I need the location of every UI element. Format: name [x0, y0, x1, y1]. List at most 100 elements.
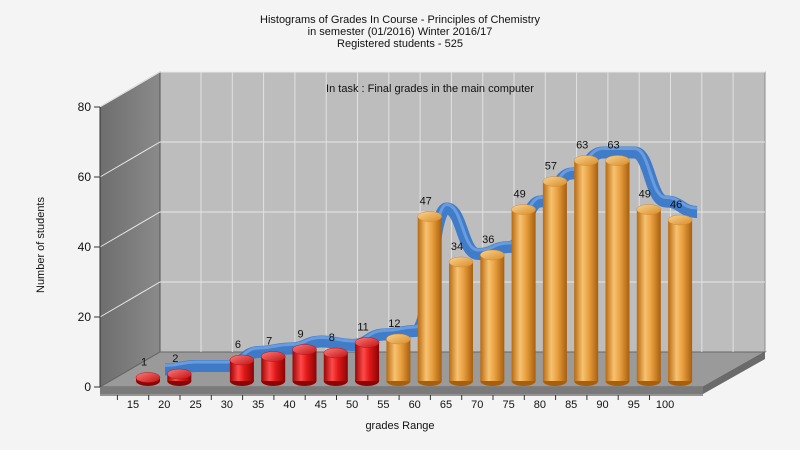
x-tick-label: 45 — [315, 399, 327, 411]
x-tick-label: 30 — [221, 399, 233, 411]
bar-body — [542, 181, 567, 381]
bar-body — [480, 255, 505, 381]
bar — [636, 204, 662, 386]
bar — [417, 211, 442, 386]
bar-top — [354, 337, 380, 348]
y-tick-label: 80 — [78, 100, 92, 114]
data-label: 11 — [357, 322, 368, 334]
bar-top — [573, 155, 599, 166]
bar-body — [229, 360, 254, 381]
bar-body — [605, 160, 630, 381]
chart-annotation: In task : Final grades in the main compu… — [326, 83, 534, 95]
data-label: 36 — [482, 234, 494, 246]
bar-body — [417, 216, 442, 381]
x-tick-label: 25 — [189, 399, 201, 411]
x-tick-label: 95 — [628, 399, 640, 411]
x-tick-label: 90 — [596, 399, 608, 411]
x-axis-title: grades Range — [365, 420, 434, 432]
floor-side-edge — [703, 352, 765, 394]
bar — [167, 368, 192, 386]
bar — [480, 249, 505, 386]
gridline — [99, 141, 765, 178]
y-tick-label: 40 — [78, 240, 92, 254]
y-tick-label: 20 — [78, 310, 92, 324]
chart-title-line-3: Registered students - 525 — [337, 38, 463, 50]
y-tick-label: 0 — [84, 380, 91, 394]
bar — [573, 155, 599, 386]
bar-top — [323, 347, 349, 359]
data-label: 34 — [451, 241, 463, 253]
x-tick-label: 40 — [283, 399, 295, 411]
bar-top — [260, 351, 286, 362]
data-label: 2 — [172, 353, 178, 365]
data-label: 8 — [329, 332, 335, 344]
data-label: 7 — [266, 336, 272, 348]
bar — [511, 204, 536, 386]
x-tick-label: 70 — [471, 399, 483, 411]
data-label: 63 — [607, 140, 619, 152]
bar — [135, 372, 161, 386]
floor-front-edge — [100, 387, 703, 394]
data-label: 63 — [576, 140, 588, 152]
bar-top — [667, 214, 693, 226]
bar-body — [511, 209, 536, 381]
y-axis: 0 20 40 60 80 — [78, 100, 101, 394]
bar — [354, 337, 380, 386]
bar-top — [167, 368, 192, 380]
bar — [448, 256, 474, 386]
data-label: 46 — [670, 199, 682, 211]
bar — [323, 347, 349, 386]
bar — [605, 155, 630, 386]
x-tick-label: 35 — [252, 399, 264, 411]
bars — [135, 155, 693, 386]
x-tick-label: 65 — [440, 399, 452, 411]
y-axis-title: Number of students — [35, 197, 47, 293]
x-tick-label: 15 — [127, 399, 139, 411]
bar — [667, 214, 693, 386]
bar — [292, 344, 317, 386]
data-label: 1 — [141, 357, 147, 369]
x-tick-label: 85 — [565, 399, 577, 411]
bar-top — [605, 155, 630, 166]
x-tick-label: 50 — [346, 399, 358, 411]
chart-title-line-1: Histograms of Grades In Course - Princip… — [260, 14, 540, 26]
chart-title-line-2: in semester (01/2016) Winter 2016/17 — [308, 26, 493, 38]
bar-top — [135, 372, 161, 383]
bar-top — [448, 256, 474, 268]
data-label: 49 — [639, 189, 651, 201]
x-tick-label: 20 — [158, 399, 170, 411]
bar — [229, 354, 255, 386]
x-tick-label: 60 — [409, 399, 421, 411]
bar-top — [229, 354, 255, 366]
x-tick-label: 55 — [377, 399, 389, 411]
x-tick-label: 100 — [656, 399, 674, 411]
bar — [542, 176, 568, 386]
data-label: 49 — [513, 189, 525, 201]
gridline — [99, 71, 765, 108]
bar — [386, 333, 411, 386]
x-tick-label: 80 — [534, 399, 546, 411]
bar-body — [355, 342, 380, 381]
data-label: 12 — [388, 318, 400, 330]
y-tick-label: 60 — [78, 170, 92, 184]
bar-body — [668, 220, 693, 381]
bar-top — [292, 344, 317, 355]
bar-body — [449, 262, 473, 381]
data-label: 57 — [545, 161, 557, 173]
bar-body — [636, 209, 661, 381]
bar-body — [574, 160, 599, 381]
data-label: 9 — [297, 329, 303, 341]
bar-top — [511, 204, 536, 215]
bar-top — [417, 211, 442, 222]
bar-top — [542, 176, 568, 187]
x-tick-label: 75 — [502, 399, 514, 411]
bar-body — [386, 339, 411, 381]
data-label: 47 — [420, 196, 432, 208]
bar — [260, 351, 286, 386]
bar-top — [480, 249, 505, 261]
bar-top — [636, 204, 662, 215]
bar-top — [386, 333, 411, 345]
